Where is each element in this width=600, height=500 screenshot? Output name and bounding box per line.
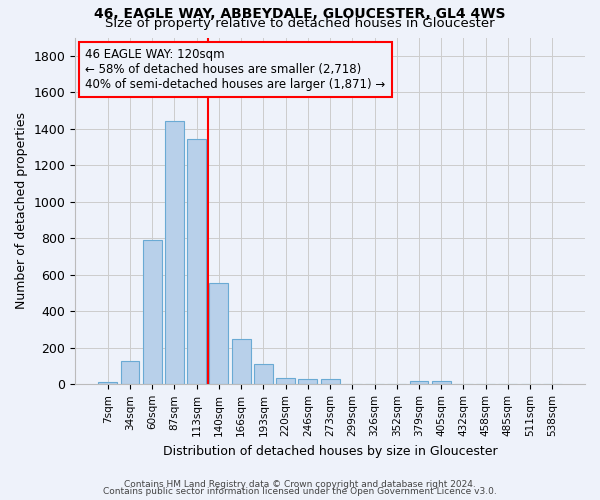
Bar	[254, 364, 273, 384]
Bar	[121, 360, 139, 384]
Bar	[165, 122, 184, 384]
X-axis label: Distribution of detached houses by size in Gloucester: Distribution of detached houses by size …	[163, 444, 497, 458]
Bar	[276, 378, 295, 384]
Bar	[410, 380, 428, 384]
Y-axis label: Number of detached properties: Number of detached properties	[15, 112, 28, 310]
Text: Contains HM Land Registry data © Crown copyright and database right 2024.: Contains HM Land Registry data © Crown c…	[124, 480, 476, 489]
Bar	[298, 379, 317, 384]
Bar	[432, 380, 451, 384]
Text: Contains public sector information licensed under the Open Government Licence v3: Contains public sector information licen…	[103, 487, 497, 496]
Bar	[143, 240, 161, 384]
Bar	[232, 338, 251, 384]
Text: 46, EAGLE WAY, ABBEYDALE, GLOUCESTER, GL4 4WS: 46, EAGLE WAY, ABBEYDALE, GLOUCESTER, GL…	[94, 8, 506, 22]
Bar	[209, 283, 229, 384]
Bar	[98, 382, 117, 384]
Bar	[320, 379, 340, 384]
Text: Size of property relative to detached houses in Gloucester: Size of property relative to detached ho…	[105, 18, 495, 30]
Text: 46 EAGLE WAY: 120sqm
← 58% of detached houses are smaller (2,718)
40% of semi-de: 46 EAGLE WAY: 120sqm ← 58% of detached h…	[85, 48, 386, 91]
Bar	[187, 139, 206, 384]
